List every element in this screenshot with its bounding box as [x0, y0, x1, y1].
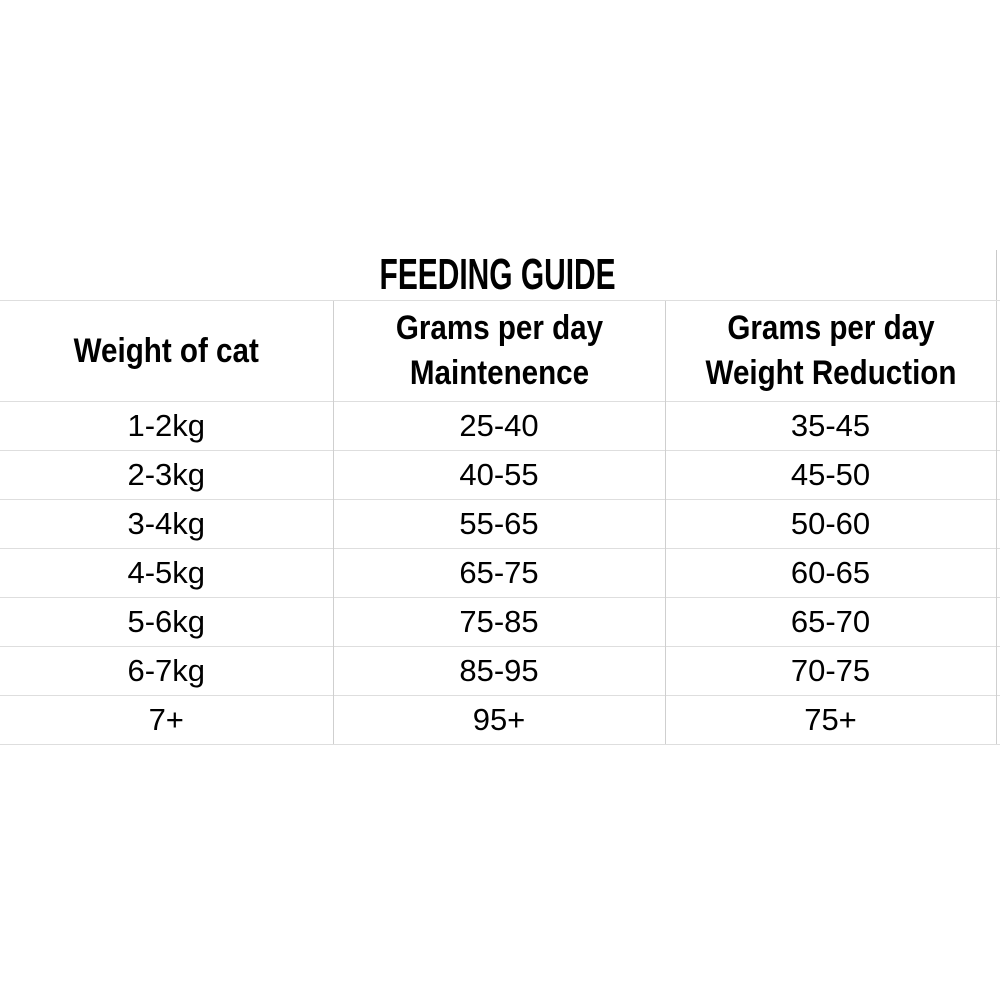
- title-band: FEEDING GUIDE: [0, 250, 997, 300]
- table-row: 1-2kg 25-40 35-45: [0, 401, 1000, 451]
- cell-weight-range: 1-2kg: [0, 401, 333, 451]
- cell-edge-sliver: [995, 450, 1000, 500]
- header-cell-edge-sliver: [995, 300, 1000, 402]
- feeding-guide-table: Weight of cat Grams per day Maintenence …: [0, 300, 1000, 745]
- cell-edge-sliver: [995, 646, 1000, 696]
- table-row: 5-6kg 75-85 65-70: [0, 597, 1000, 647]
- table-row: 6-7kg 85-95 70-75: [0, 646, 1000, 696]
- cell-weight-range: 2-3kg: [0, 450, 333, 500]
- cell-reduction-grams: 35-45: [664, 401, 996, 451]
- cell-maintenance-grams: 75-85: [332, 597, 665, 647]
- cell-edge-sliver: [995, 401, 1000, 451]
- table-row: 7+ 95+ 75+: [0, 695, 1000, 745]
- cell-maintenance-grams: 40-55: [332, 450, 665, 500]
- cell-weight-range: 4-5kg: [0, 548, 333, 598]
- cell-maintenance-grams: 95+: [332, 695, 665, 745]
- header-cell-weight-reduction: Grams per day Weight Reduction: [664, 300, 996, 402]
- cell-reduction-grams: 65-70: [664, 597, 996, 647]
- table-row: 3-4kg 55-65 50-60: [0, 499, 1000, 549]
- cell-reduction-grams: 75+: [664, 695, 996, 745]
- cell-maintenance-grams: 55-65: [332, 499, 665, 549]
- table-row: 2-3kg 40-55 45-50: [0, 450, 1000, 500]
- header-text-line: Weight Reduction: [705, 354, 956, 392]
- cell-weight-range: 7+: [0, 695, 333, 745]
- cell-weight-range: 3-4kg: [0, 499, 333, 549]
- cell-maintenance-grams: 85-95: [332, 646, 665, 696]
- header-text-line: Grams per day: [395, 309, 603, 347]
- cell-edge-sliver: [995, 548, 1000, 598]
- cell-edge-sliver: [995, 499, 1000, 549]
- cell-maintenance-grams: 25-40: [332, 401, 665, 451]
- cell-reduction-grams: 70-75: [664, 646, 996, 696]
- header-cell-maintenance: Grams per day Maintenence: [332, 300, 665, 402]
- cell-maintenance-grams: 65-75: [332, 548, 665, 598]
- cell-reduction-grams: 60-65: [664, 548, 996, 598]
- cell-weight-range: 5-6kg: [0, 597, 333, 647]
- header-text-line: Maintenence: [409, 354, 589, 392]
- header-text-line: Grams per day: [726, 309, 935, 347]
- header-row: Weight of cat Grams per day Maintenence …: [0, 300, 1000, 402]
- cell-reduction-grams: 45-50: [664, 450, 996, 500]
- table-row: 4-5kg 65-75 60-65: [0, 548, 1000, 598]
- page-title: FEEDING GUIDE: [379, 250, 617, 299]
- cell-reduction-grams: 50-60: [664, 499, 996, 549]
- cell-edge-sliver: [995, 597, 1000, 647]
- header-text-line: Weight of cat: [73, 331, 259, 370]
- cell-weight-range: 6-7kg: [0, 646, 333, 696]
- header-cell-weight-of-cat: Weight of cat: [0, 300, 333, 402]
- cell-edge-sliver: [995, 695, 1000, 745]
